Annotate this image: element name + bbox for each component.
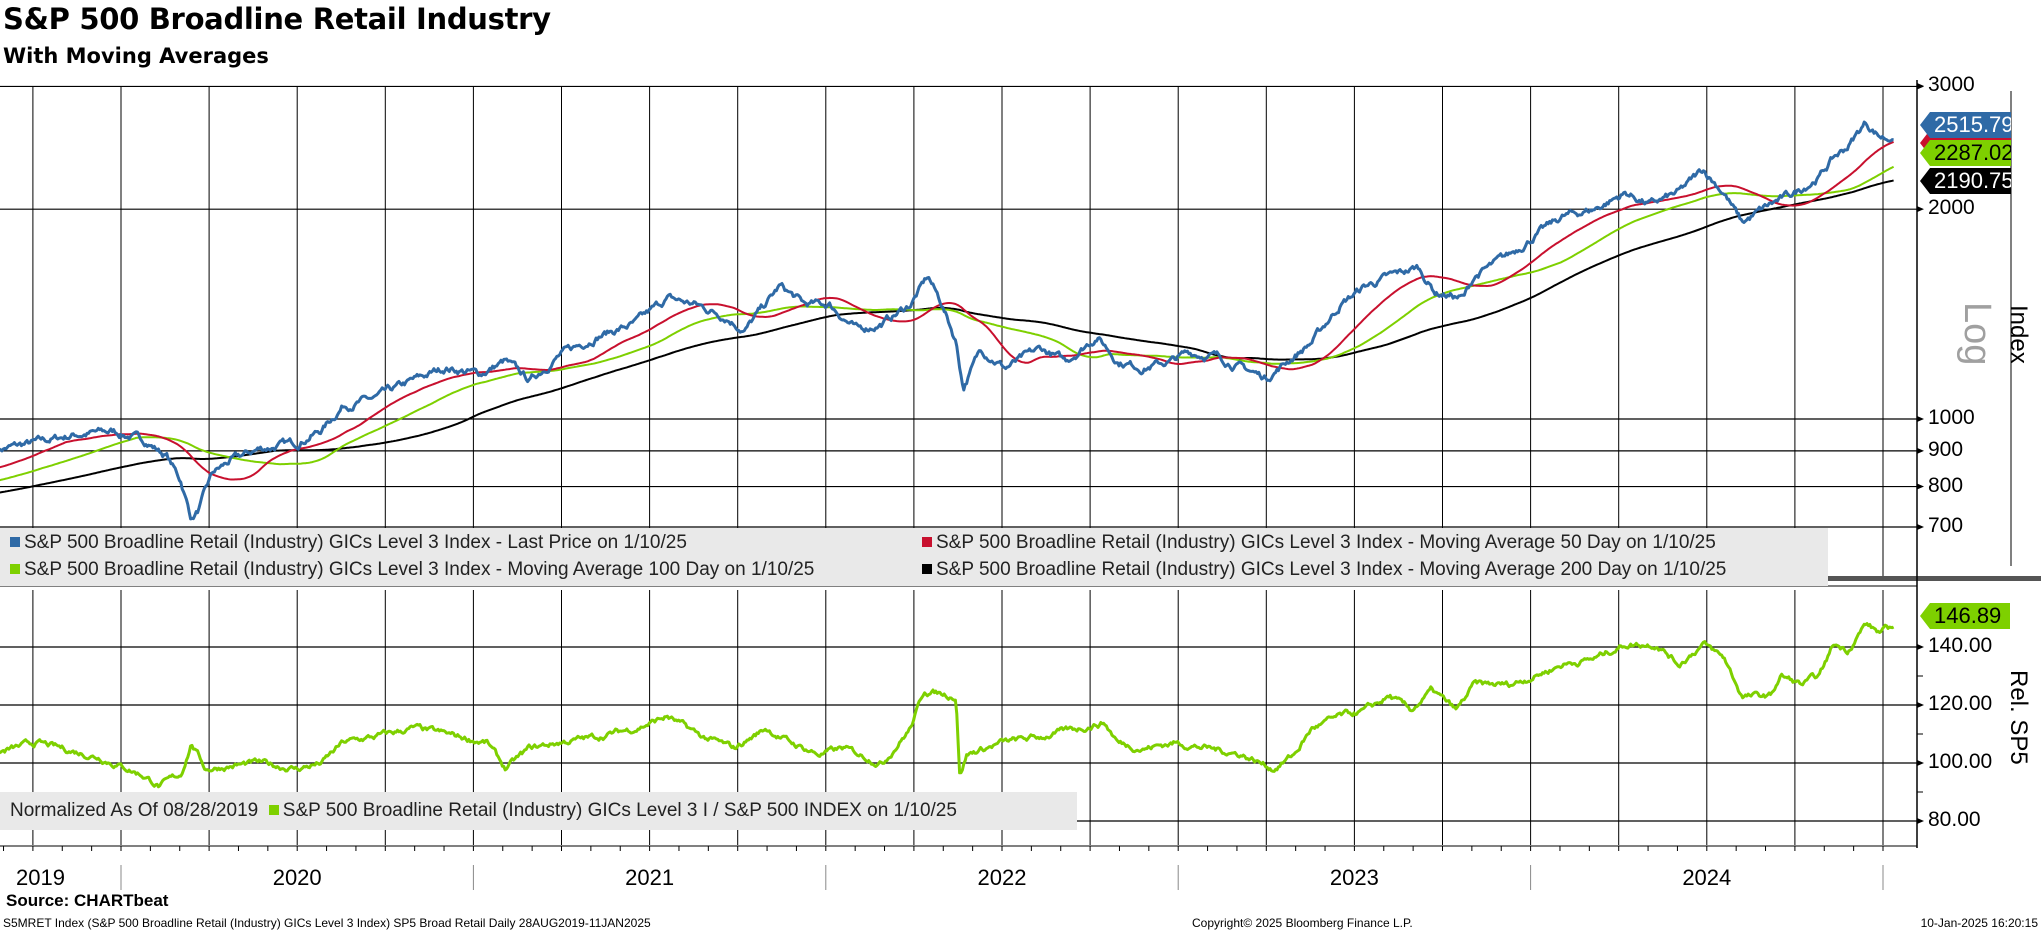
y-tick-arrow [1917,818,1924,824]
footer-copyright: Copyright© 2025 Bloomberg Finance L.P. [1192,916,1413,930]
top-series [0,120,1895,521]
legend-label: S&P 500 Broadline Retail (Industry) GICs… [24,532,687,553]
y-tick-arrow [1917,83,1924,90]
footer-timestamp: 10-Jan-2025 16:20:15 [1920,916,2038,930]
ma100-line [0,165,1895,482]
gridlines [0,85,1917,845]
ma50-line [0,140,1894,481]
chart-title: S&P 500 Broadline Retail Industry [3,2,551,36]
y-tick-arrow [1917,702,1924,708]
ma200-line [0,179,1894,494]
y-tick-arrow [1917,760,1924,766]
legend-ma100: S&P 500 Broadline Retail (Industry) GICs… [10,559,814,581]
legend-swatch-black [922,564,932,574]
relative-line [0,622,1895,789]
y-tick-label: 120.00 [1928,692,1993,715]
legend-top: S&P 500 Broadline Retail (Industry) GICs… [0,528,1828,586]
x-year-label: 2020 [272,865,322,890]
log-scale-label: Log [1956,302,1998,366]
legend-swatch-red [922,537,932,547]
y-tick-label: 900 [1928,437,1964,461]
x-year-label: 2019 [16,865,65,890]
x-year-label: 2023 [1329,865,1379,890]
legend-swatch-green [10,564,20,574]
source-label: Source: CHARTbeat [6,891,169,910]
bottom-axis-title: Rel. SP5 [2005,670,2032,765]
y-tick-label: 140.00 [1928,634,1993,657]
y-tick-label: 1000 [1928,406,1975,429]
y-tick-label: 100.00 [1928,750,1993,773]
legend-swatch-blue [10,537,20,547]
normalized-note: Normalized As Of 08/28/2019 [10,800,259,821]
legend-normalized: Normalized As Of 08/28/2019 S&P 500 Broa… [10,800,957,822]
y-tick-label: 2000 [1928,196,1975,220]
top-axis-title: Index [2005,305,2032,364]
ma100-value-tag: 2287.02 [1920,140,2011,166]
legend-label: S&P 500 Broadline Retail (Industry) GICs… [24,559,815,580]
y-tick-arrow [1917,483,1924,490]
y-tick-arrow [1917,447,1924,454]
ma200-value-tag: 2190.75 [1920,168,2011,194]
axes [0,80,2041,890]
legend-bottom: Normalized As Of 08/28/2019 S&P 500 Broa… [0,792,1077,830]
legend-ma50: S&P 500 Broadline Retail (Industry) GICs… [922,532,1716,554]
legend-last-price: S&P 500 Broadline Retail (Industry) GICs… [10,532,687,554]
legend-label: S&P 500 Broadline Retail (Industry) GICs… [936,532,1716,553]
relative-value-tag: 146.89 [1920,603,2010,629]
y-tick-label: 800 [1928,473,1964,497]
y-tick-arrow [1917,644,1924,650]
chart-subtitle: With Moving Averages [3,44,269,68]
legend-label: S&P 500 Broadline Retail (Industry) GICs… [936,559,1727,580]
last-price-value-tag: 2515.79 [1920,112,2011,138]
y-tick-arrow [1917,416,1924,422]
last-price-line [0,120,1894,521]
legend-swatch-green [268,805,279,815]
legend-ma200: S&P 500 Broadline Retail (Industry) GICs… [922,559,1726,581]
x-year-label: 2022 [977,865,1027,890]
y-tick-label: 80.00 [1928,808,1981,831]
bottom-series [0,622,1895,789]
x-year-label: 2024 [1682,865,1732,890]
legend-label: S&P 500 Broadline Retail (Industry) GICs… [282,800,957,821]
y-tick-arrow [1917,206,1924,213]
x-year-label: 2021 [625,865,675,890]
y-tick-label: 700 [1928,513,1964,537]
footer-description: S5MRET Index (S&P 500 Broadline Retail (… [3,916,651,930]
y-tick-arrow [1917,523,1924,530]
y-tick-label: 3000 [1928,73,1975,97]
